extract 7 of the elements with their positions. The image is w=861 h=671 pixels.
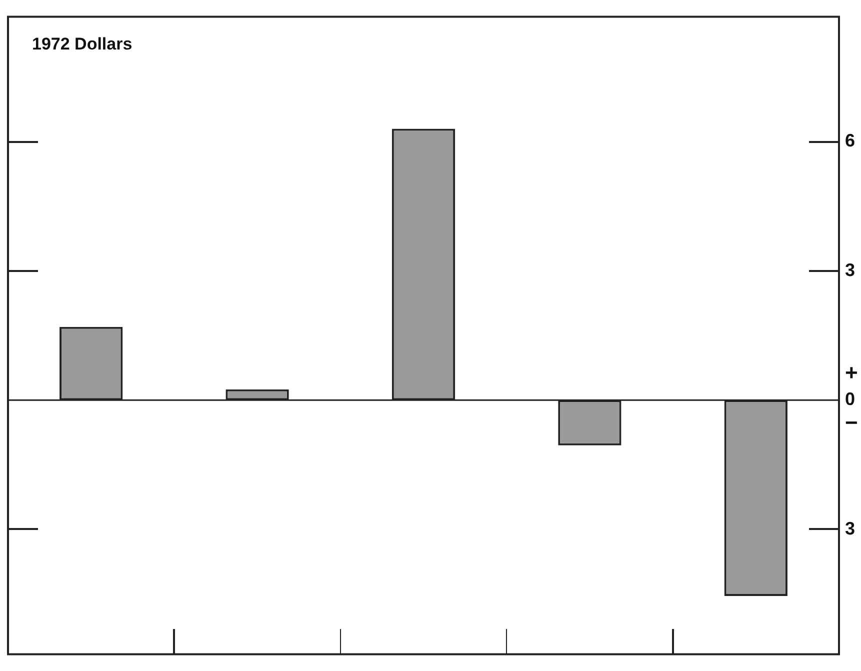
y-tick-label: 6 (844, 130, 856, 151)
y-tick-label: 3 (844, 518, 856, 538)
text: − (844, 410, 858, 436)
y-tick-label: 0 (844, 389, 856, 410)
text: + (844, 360, 858, 386)
annotation: 1972 Dollars (32, 34, 132, 54)
y-tick-label: 3 (844, 260, 856, 280)
